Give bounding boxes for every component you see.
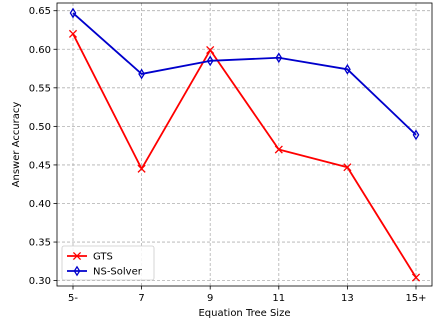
data-point-gts [137,164,146,173]
x-tick-label: 9 [207,293,213,304]
x-tick-label: 7 [138,293,144,304]
y-tick-label: 0.50 [29,122,51,133]
series-line-ns-solver [72,12,417,136]
data-point-ns-solver [344,63,351,75]
legend-marker-shape [73,265,81,277]
data-point-ns-solver [206,55,214,67]
y-tick-label: 0.35 [29,238,51,249]
x-tick-label: 13 [341,293,354,304]
data-point-gts [411,273,421,282]
gridlines [57,3,432,286]
y-axis-label: Answer Accuracy [11,102,22,188]
axes [53,2,433,290]
data-point-ns-solver [275,52,283,64]
x-tick-label: 11 [272,293,285,304]
data-point-gts [343,163,352,172]
legend-item-gts: GTS [67,252,113,263]
tick-labels: 0.30 0.35 0.40 0.45 0.50 0.55 0.60 0.65 5- 7 9 11 13… [29,6,427,304]
data-point-gts [274,145,283,154]
series-line-gts [72,33,417,278]
x-axis-label: Equation Tree Size [198,308,290,319]
legend-marker-shape [72,251,82,261]
series-layer [68,7,421,282]
y-tick-label: 0.30 [29,276,51,287]
data-point-ns-solver [69,7,77,19]
legend: GTS NS-Solver [61,245,155,281]
data-point-gts [206,45,215,55]
x-tick-label: 5- [68,293,78,304]
x-tick-label: 15+ [405,293,426,304]
legend-item-ns-solver: NS-Solver [67,265,143,278]
data-point-ns-solver [412,129,420,141]
y-tick-label: 0.65 [29,6,51,17]
data-point-ns-solver [138,68,145,80]
legend-marker-ns-solver [73,265,81,277]
legend-label-ns-solver: NS-Solver [93,267,143,278]
legend-marker-gts [72,251,82,261]
data-point-gts [68,29,78,38]
y-tick-label: 0.45 [29,160,51,171]
plot-frame [56,2,433,287]
legend-label-gts: GTS [93,252,113,263]
y-tick-label: 0.40 [29,199,51,210]
y-tick-label: 0.60 [29,45,51,56]
y-tick-label: 0.55 [29,83,51,94]
